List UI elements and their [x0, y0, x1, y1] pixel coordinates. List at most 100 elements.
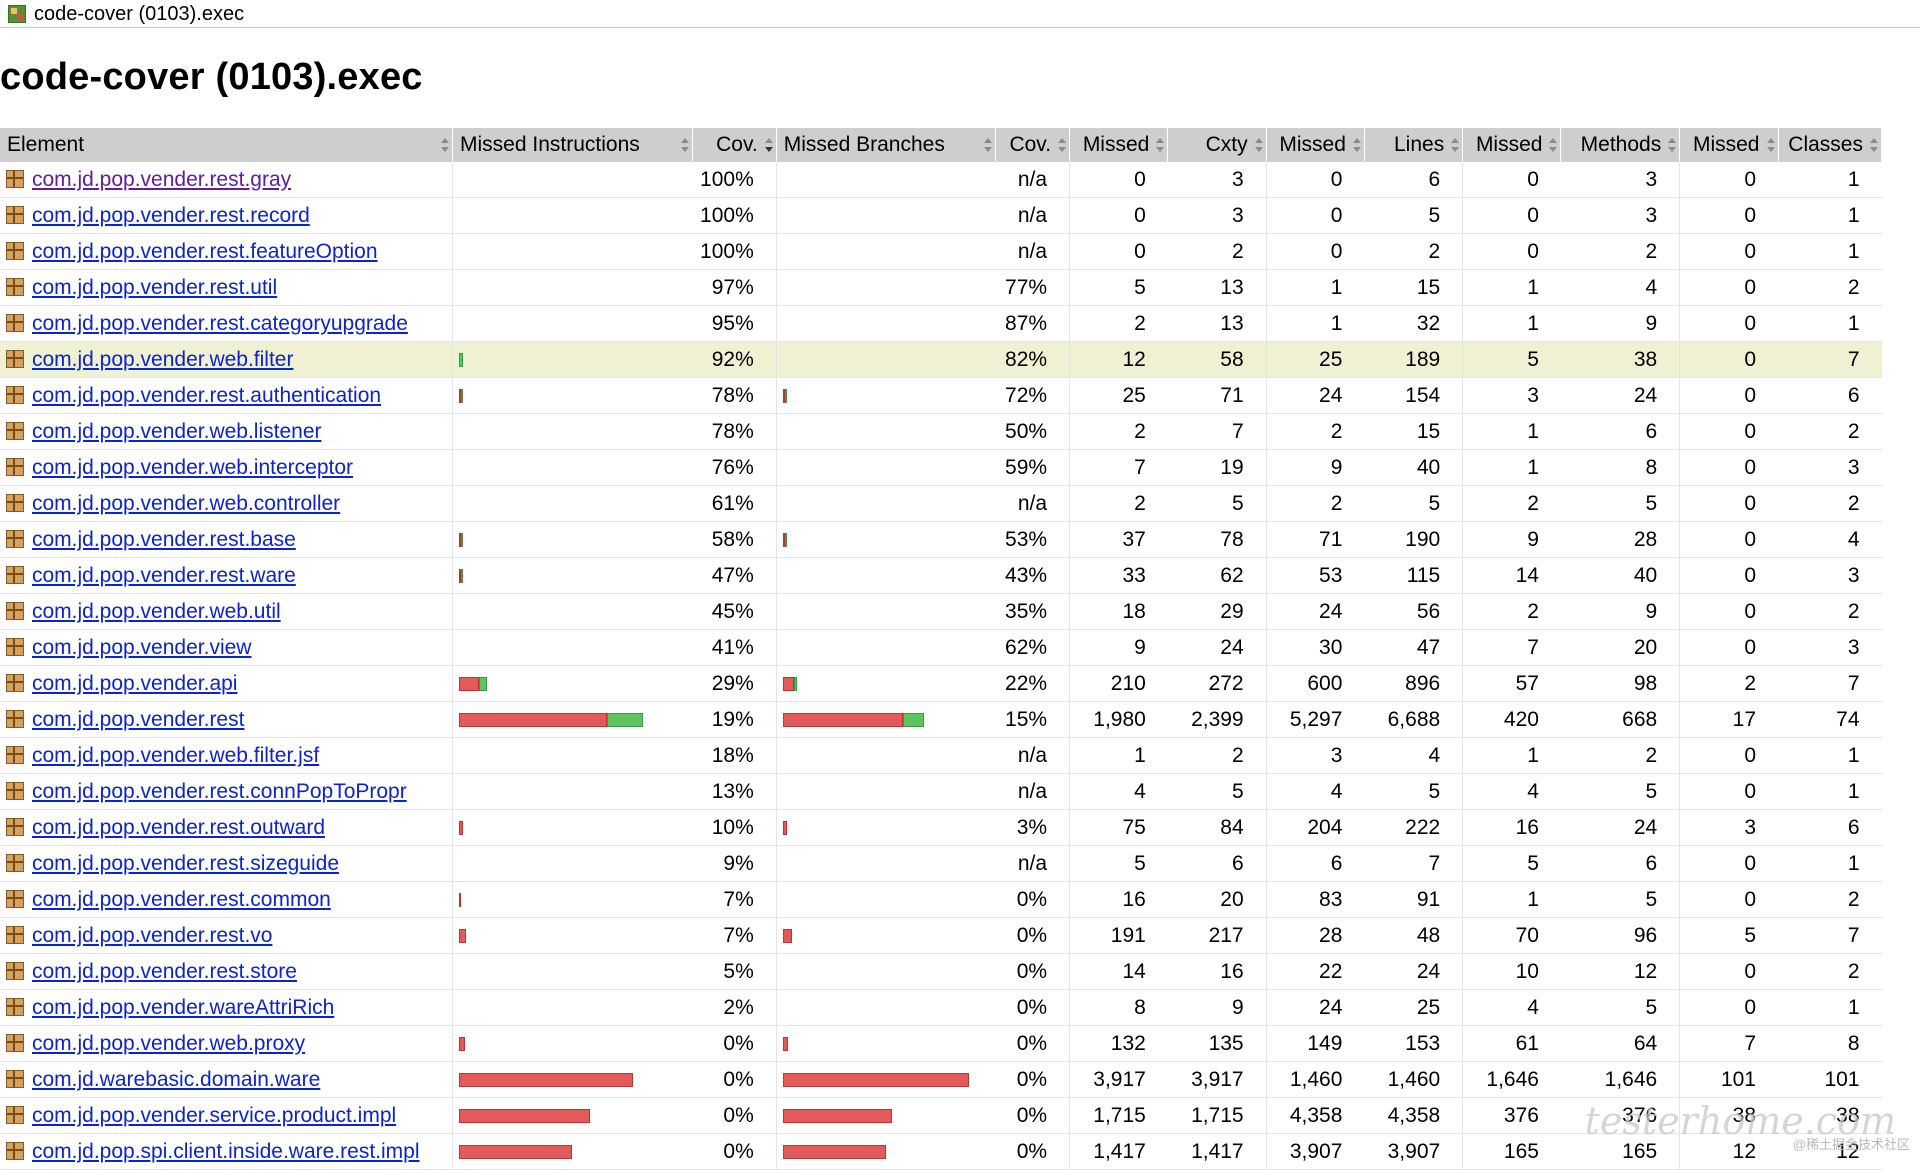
branch-coverage-cell: n/a [996, 846, 1070, 882]
element-cell: com.jd.pop.vender.rest.common [0, 882, 453, 918]
classes-cell: 1 [1778, 234, 1882, 270]
missed-bar-segment [783, 821, 787, 835]
package-link[interactable]: com.jd.pop.vender.api [32, 672, 237, 695]
package-link[interactable]: com.jd.pop.vender.web.util [32, 600, 281, 623]
package-link[interactable]: com.jd.pop.vender.web.interceptor [32, 456, 353, 479]
column-header-missed-branches[interactable]: Missed Branches [776, 128, 996, 162]
breadcrumb-title[interactable]: code-cover (0103).exec [34, 3, 244, 25]
column-header-missed-methods[interactable]: Missed [1463, 128, 1561, 162]
package-icon [6, 674, 24, 692]
column-header-missed-lines[interactable]: Missed [1266, 128, 1364, 162]
package-link[interactable]: com.jd.pop.vender.web.controller [32, 492, 340, 515]
complexity-cell: 13 [1168, 270, 1266, 306]
missed-methods-cell: 61 [1463, 1026, 1561, 1062]
column-header-missed-instructions[interactable]: Missed Instructions [453, 128, 693, 162]
classes-cell: 3 [1778, 630, 1882, 666]
instruction-coverage-cell: 97% [692, 270, 776, 306]
missed-branches-cell [776, 1026, 996, 1062]
package-link[interactable]: com.jd.pop.vender.web.filter [32, 348, 293, 371]
package-link[interactable]: com.jd.pop.vender.rest.featureOption [32, 240, 378, 263]
package-icon [6, 962, 24, 980]
column-header-missed-complexity[interactable]: Missed [1070, 128, 1168, 162]
package-link[interactable]: com.jd.pop.vender.rest [32, 708, 244, 731]
column-header-instruction-coverage[interactable]: Cov. [692, 128, 776, 162]
package-link[interactable]: com.jd.pop.vender.rest.gray [32, 168, 291, 191]
missed-instructions-bar [459, 425, 670, 439]
methods-cell: 24 [1561, 810, 1680, 846]
package-link[interactable]: com.jd.pop.vender.rest.connPopToPropr [32, 780, 407, 803]
package-link[interactable]: com.jd.pop.vender.rest.vo [32, 924, 272, 947]
column-header-branch-coverage[interactable]: Cov. [996, 128, 1070, 162]
package-link[interactable]: com.jd.pop.vender.rest.common [32, 888, 331, 911]
instruction-coverage-cell: 2% [692, 990, 776, 1026]
package-link[interactable]: com.jd.pop.vender.view [32, 636, 251, 659]
package-link[interactable]: com.jd.pop.vender.web.filter.jsf [32, 744, 319, 767]
package-link[interactable]: com.jd.pop.vender.web.proxy [32, 1032, 305, 1055]
package-link[interactable]: com.jd.pop.vender.rest.store [32, 960, 297, 983]
methods-cell: 2 [1561, 738, 1680, 774]
missed-instructions-bar [459, 209, 670, 223]
covered-bar-segment [903, 713, 924, 727]
column-header-methods[interactable]: Methods [1561, 128, 1680, 162]
complexity-cell: 272 [1168, 666, 1266, 702]
package-link[interactable]: com.jd.pop.vender.rest.categoryupgrade [32, 312, 408, 335]
package-link[interactable]: com.jd.pop.vender.web.listener [32, 420, 322, 443]
package-link[interactable]: com.jd.pop.vender.rest.ware [32, 564, 296, 587]
element-cell: com.jd.pop.spi.client.inside.ware.rest.i… [0, 1134, 453, 1170]
package-link[interactable]: com.jd.pop.spi.client.inside.ware.rest.i… [32, 1140, 420, 1163]
complexity-cell: 71 [1168, 378, 1266, 414]
column-header-complexity[interactable]: Cxty [1168, 128, 1266, 162]
package-link[interactable]: com.jd.pop.vender.rest.base [32, 528, 296, 551]
methods-cell: 3 [1561, 198, 1680, 234]
classes-cell: 1 [1778, 306, 1882, 342]
classes-cell: 6 [1778, 810, 1882, 846]
package-link[interactable]: com.jd.warebasic.domain.ware [32, 1068, 320, 1091]
package-link[interactable]: com.jd.pop.vender.service.product.impl [32, 1104, 396, 1127]
missed-lines-cell: 24 [1266, 594, 1364, 630]
package-link[interactable]: com.jd.pop.vender.rest.record [32, 204, 310, 227]
package-link[interactable]: com.jd.pop.vender.rest.sizeguide [32, 852, 339, 875]
missed-branches-cell [776, 522, 996, 558]
lines-cell: 1,460 [1364, 1062, 1462, 1098]
column-header-lines[interactable]: Lines [1364, 128, 1462, 162]
missed-bar-segment [459, 929, 466, 943]
element-cell: com.jd.pop.vender.rest.connPopToPropr [0, 774, 453, 810]
column-header-classes[interactable]: Classes [1778, 128, 1882, 162]
column-header-missed-classes[interactable]: Missed [1680, 128, 1778, 162]
package-icon [6, 386, 24, 404]
package-link[interactable]: com.jd.pop.vender.wareAttriRich [32, 996, 334, 1019]
missed-instructions-cell [453, 990, 693, 1026]
missed-instructions-bar [459, 173, 670, 187]
package-link[interactable]: com.jd.pop.vender.rest.outward [32, 816, 325, 839]
package-link[interactable]: com.jd.pop.vender.rest.authentication [32, 384, 381, 407]
missed-branches-cell [776, 1062, 996, 1098]
column-header-element[interactable]: Element [0, 128, 453, 162]
package-link[interactable]: com.jd.pop.vender.rest.util [32, 276, 277, 299]
